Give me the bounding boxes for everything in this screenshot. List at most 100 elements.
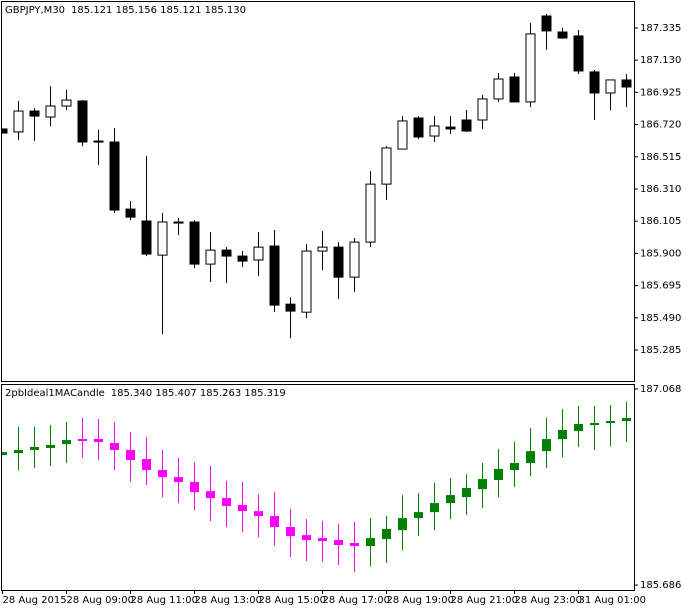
candle-body [349, 241, 360, 278]
candle-body [414, 512, 423, 519]
candle-body [541, 15, 552, 32]
candle-body [446, 495, 455, 504]
y-tick-label: 186.925 [640, 87, 681, 98]
x-tick-label: 28 Aug 15:00 [259, 595, 326, 606]
candle-body [77, 100, 88, 143]
candle-body [189, 221, 200, 265]
candle-body [141, 220, 152, 255]
candle-body [333, 246, 344, 278]
candle-body [110, 443, 119, 450]
candle-body [558, 429, 567, 440]
candle-body [525, 33, 536, 103]
candle-body [142, 459, 151, 470]
candle-body [318, 538, 327, 542]
candle-body [61, 99, 72, 107]
candle-body [269, 245, 280, 306]
candle-body [493, 78, 504, 100]
chart-subtitle: 185.340 185.407 185.263 185.319 [111, 388, 286, 399]
candle-body [254, 511, 263, 517]
candle-body [382, 528, 391, 540]
candle-body [125, 208, 136, 218]
y-tick-label: 185.695 [640, 281, 681, 292]
candle-body [93, 140, 104, 143]
candle-body [430, 503, 439, 513]
candle-body [366, 538, 375, 547]
candle-body [429, 125, 440, 137]
candle-body [622, 418, 631, 422]
candle-body [445, 126, 456, 130]
x-tick-label: 28 Aug 21:00 [451, 595, 518, 606]
candle-body [590, 423, 599, 426]
y-tick-label: 186.720 [640, 120, 681, 131]
candle-body [317, 246, 328, 252]
candle-body [126, 449, 135, 461]
candle-body [45, 105, 56, 118]
candle-body [574, 424, 583, 431]
candle-body [157, 221, 168, 256]
chart-title: 2pbIdeal1MACandle [5, 388, 105, 399]
chart-subtitle: 185.121 185.156 185.121 185.130 [71, 5, 246, 16]
candle-body [205, 249, 216, 265]
candle-body [62, 440, 71, 445]
x-tick-label: 28 Aug 17:00 [323, 595, 390, 606]
candle-body [221, 249, 232, 257]
candle-body [477, 98, 488, 121]
candle-body [46, 445, 55, 448]
y-tick-label: 186.515 [640, 152, 681, 163]
y-tick-label: 187.130 [640, 55, 681, 66]
chart-title: GBPJPY,M30 [5, 5, 65, 16]
candle-body [206, 491, 215, 499]
candle-body [557, 31, 568, 39]
y-tick-label: 185.686 [640, 580, 681, 591]
candle-body [606, 421, 615, 424]
candle-body [174, 477, 183, 483]
candle-body [365, 183, 376, 243]
candle-body [605, 79, 616, 94]
x-tick-label: 28 Aug 13:00 [195, 595, 262, 606]
y-tick-label: 186.105 [640, 216, 681, 227]
candle-body [461, 119, 472, 132]
x-tick-label: 28 Aug 11:00 [131, 595, 198, 606]
main-panel [1, 1, 635, 382]
y-tick-label: 185.285 [640, 345, 681, 356]
candle-body [173, 221, 184, 224]
candle-body [526, 451, 535, 464]
candle-body [334, 540, 343, 546]
candle-body [286, 527, 295, 537]
candle-body [253, 246, 264, 261]
candle-body [542, 439, 551, 452]
candle-body [494, 468, 503, 481]
plot-area [2, 13, 632, 339]
x-tick-label: 28 Aug 19:00 [387, 595, 454, 606]
candle-body [462, 487, 471, 498]
candle-body [509, 76, 520, 103]
candle-body [621, 79, 632, 88]
candle-body [589, 71, 600, 94]
candle-body [190, 482, 199, 493]
y-tick-label: 187.068 [640, 384, 681, 395]
candle-body [270, 516, 279, 528]
candle-body [2, 128, 8, 134]
candle-body [30, 446, 39, 450]
candle-body [413, 117, 424, 138]
plot-area [2, 402, 631, 573]
candle-body [78, 439, 87, 442]
indicator-panel [1, 384, 635, 591]
candle-body [381, 147, 392, 185]
candle-body [301, 250, 312, 313]
candle-body [397, 120, 408, 150]
candle-body [398, 518, 407, 531]
candle-body [2, 452, 7, 456]
candle-body [350, 543, 359, 547]
candle-body [29, 110, 40, 117]
x-tick-label: 31 Aug 01:00 [579, 595, 646, 606]
y-tick-label: 187.335 [640, 23, 681, 34]
candle-body [222, 498, 231, 507]
y-tick-label: 185.490 [640, 313, 681, 324]
candle-body [94, 439, 103, 443]
x-tick-label: 28 Aug 23:00 [515, 595, 582, 606]
y-tick-label: 185.900 [640, 248, 681, 259]
x-tick-label: 28 Aug 09:00 [67, 595, 134, 606]
